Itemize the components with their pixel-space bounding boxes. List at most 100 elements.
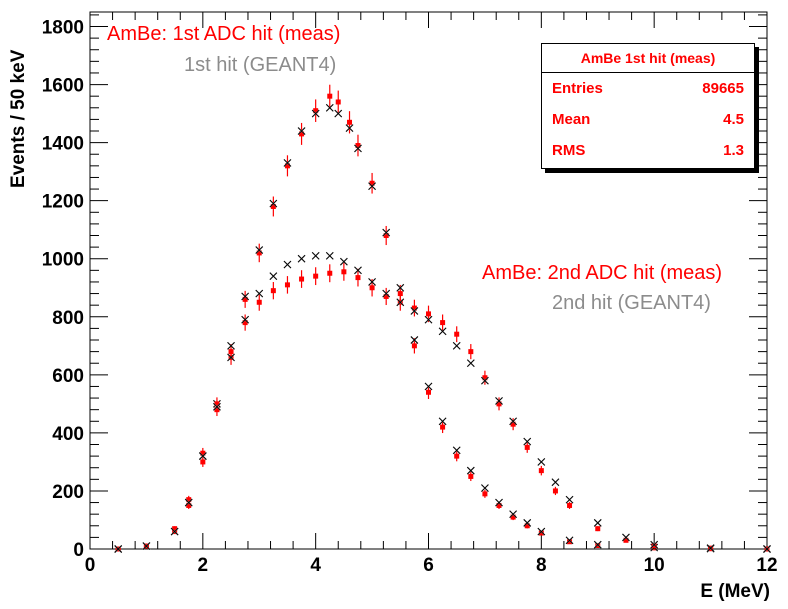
meas-point bbox=[270, 288, 276, 294]
meas-point bbox=[242, 320, 248, 326]
meas-point bbox=[327, 93, 333, 99]
sim-point bbox=[241, 315, 250, 324]
sim-point bbox=[565, 495, 574, 504]
meas-point bbox=[468, 349, 474, 355]
sim-point bbox=[269, 199, 278, 208]
annotation-second-sim: 2nd hit (GEANT4) bbox=[552, 292, 711, 314]
sim-point bbox=[354, 144, 362, 153]
stats-row-mean: Mean 4.5 bbox=[542, 104, 754, 135]
y-tick-label: 800 bbox=[52, 308, 84, 329]
sim-point bbox=[334, 109, 343, 118]
meas-point bbox=[270, 203, 276, 209]
sim-point bbox=[241, 292, 250, 301]
sim-point bbox=[424, 382, 433, 391]
sim-point bbox=[509, 417, 518, 426]
meas-point bbox=[496, 502, 502, 508]
meas-point bbox=[256, 250, 262, 256]
meas-point bbox=[552, 488, 558, 494]
sim-point bbox=[325, 251, 334, 260]
meas-point bbox=[284, 282, 290, 288]
meas-point bbox=[369, 180, 375, 186]
stats-box: AmBe 1st hit (meas) Entries 89665 Mean 4… bbox=[541, 43, 755, 169]
sim-point bbox=[495, 498, 503, 507]
meas-point bbox=[383, 293, 389, 299]
sim-point bbox=[269, 272, 278, 281]
sim-point bbox=[325, 103, 334, 112]
meas-point bbox=[327, 270, 333, 276]
sim-point bbox=[480, 376, 489, 385]
meas-point bbox=[369, 285, 375, 291]
x-axis-label: E (MeV) bbox=[700, 581, 770, 602]
meas-point bbox=[510, 514, 516, 520]
sim-point bbox=[410, 307, 419, 315]
meas-point bbox=[397, 291, 403, 297]
stats-label-rms: RMS bbox=[552, 142, 586, 159]
sim-point bbox=[368, 277, 377, 286]
sim-point bbox=[297, 254, 306, 263]
meas-point bbox=[355, 143, 361, 149]
meas-point bbox=[242, 296, 248, 302]
sim-point bbox=[212, 402, 221, 411]
meas-point bbox=[186, 502, 192, 508]
meas-point bbox=[440, 424, 446, 430]
meas-point bbox=[172, 526, 178, 532]
sim-point bbox=[424, 315, 433, 324]
meas-point bbox=[454, 453, 460, 459]
meas-point bbox=[313, 273, 319, 279]
y-tick-label: 200 bbox=[52, 482, 84, 503]
sim-point bbox=[763, 545, 771, 553]
meas-point bbox=[510, 421, 516, 427]
meas-point bbox=[299, 131, 305, 137]
stats-box-title: AmBe 1st hit (meas) bbox=[542, 44, 754, 73]
y-tick-label: 1400 bbox=[42, 134, 84, 155]
meas-point bbox=[454, 331, 460, 337]
meas-point bbox=[440, 320, 446, 326]
sim-point bbox=[396, 283, 405, 292]
sim-point bbox=[227, 353, 236, 362]
sim-point bbox=[650, 540, 659, 549]
sim-point bbox=[621, 533, 630, 542]
sim-point bbox=[480, 484, 489, 493]
x-tick-label: 2 bbox=[198, 555, 209, 576]
x-tick-label: 4 bbox=[310, 555, 321, 576]
meas-point bbox=[567, 502, 573, 508]
sim-point bbox=[354, 266, 362, 275]
sim-point bbox=[297, 127, 306, 135]
meas-point bbox=[383, 233, 389, 239]
meas-point bbox=[313, 108, 319, 114]
sim-point bbox=[255, 246, 264, 254]
meas-point bbox=[426, 389, 431, 395]
meas-point bbox=[538, 530, 544, 536]
sim-point bbox=[537, 527, 546, 536]
sim-point bbox=[283, 260, 292, 269]
sim-point bbox=[537, 457, 546, 466]
y-tick-label: 1200 bbox=[42, 192, 84, 213]
meas-point bbox=[200, 459, 206, 465]
y-tick-label: 600 bbox=[52, 366, 84, 387]
meas-point bbox=[524, 523, 530, 529]
sim-point bbox=[184, 498, 193, 507]
sim-point bbox=[452, 446, 461, 455]
annotation-second-meas: AmBe: 2nd ADC hit (meas) bbox=[482, 262, 723, 284]
sim-point bbox=[345, 124, 354, 133]
sim-point bbox=[466, 359, 475, 368]
sim-point bbox=[509, 510, 518, 519]
x-tick-label: 0 bbox=[85, 555, 96, 576]
sim-point bbox=[565, 536, 574, 545]
sim-point bbox=[368, 182, 377, 191]
meas-point bbox=[284, 163, 290, 169]
sim-point bbox=[382, 228, 391, 237]
sim-point bbox=[551, 478, 560, 487]
meas-point bbox=[482, 491, 488, 497]
sim-point bbox=[170, 527, 179, 536]
sim-point bbox=[452, 341, 461, 350]
sim-point bbox=[706, 544, 715, 553]
meas-point bbox=[567, 539, 573, 545]
stats-value-mean: 4.5 bbox=[723, 111, 744, 128]
meas-point bbox=[623, 537, 629, 543]
annotation-first-meas: AmBe: 1st ADC hit (meas) bbox=[107, 23, 341, 45]
meas-point bbox=[347, 119, 353, 125]
x-tick-label: 10 bbox=[644, 555, 665, 576]
